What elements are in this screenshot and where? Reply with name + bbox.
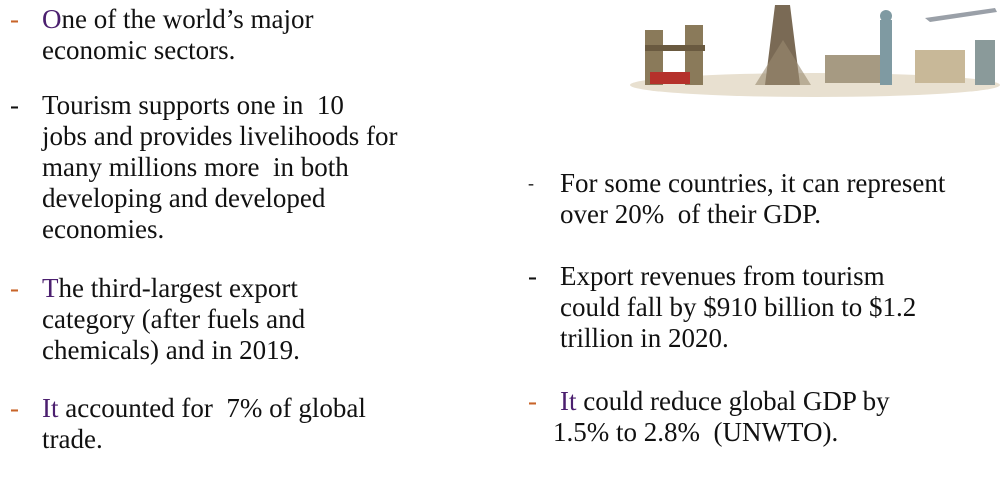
bullet-line: category (after fuels and <box>42 304 305 335</box>
bullet-line: economic sectors. <box>42 35 235 66</box>
bullet-marker: - <box>10 4 19 35</box>
bullet-lead: It <box>42 393 59 423</box>
bullet-text: he third-largest export <box>59 273 298 303</box>
bullet-text: 1.5% to 2.8% (UNWTO). <box>553 417 838 447</box>
bullet-line: The third-largest export <box>42 273 298 304</box>
bullet-line: Tourism supports one in 10 <box>42 90 344 121</box>
bullet-text: accounted for 7% of global <box>59 393 366 423</box>
bullet-line: trillion in 2020. <box>560 323 729 354</box>
bullet-text: jobs and provides livelihoods for <box>42 121 397 151</box>
bullet-line: For some countries, it can represent <box>560 168 945 199</box>
bullet-text: Tourism supports one in 10 <box>42 90 344 120</box>
bullet-line: jobs and provides livelihoods for <box>42 121 397 152</box>
bullet-text: trade. <box>42 424 103 454</box>
bullet-text: trillion in 2020. <box>560 323 729 353</box>
bullet-marker: - <box>10 90 19 121</box>
slide: -One of the world’s majoreconomic sector… <box>0 0 1006 497</box>
bullet-marker: - <box>10 393 19 424</box>
landmarks-image <box>625 0 1006 100</box>
bullet-line: 1.5% to 2.8% (UNWTO). <box>553 417 838 448</box>
bullet-text: Export revenues from tourism <box>560 261 885 291</box>
bullet-line: It accounted for 7% of global <box>42 393 366 424</box>
bullet-text: over 20% of their GDP. <box>560 199 821 229</box>
bullet-line: over 20% of their GDP. <box>560 199 821 230</box>
bullet-text: category (after fuels and <box>42 304 305 334</box>
bullet-text: For some countries, it can represent <box>560 168 945 198</box>
bullet-text: chemicals) and in 2019. <box>42 335 300 365</box>
bullet-line: economies. <box>42 214 164 245</box>
bullet-lead: It <box>560 386 577 416</box>
bullet-marker: - <box>528 261 537 292</box>
bullet-text: could fall by $910 billion to $1.2 <box>560 292 916 322</box>
bullet-text: economic sectors. <box>42 35 235 65</box>
bullet-line: Export revenues from tourism <box>560 261 885 292</box>
bullet-marker: - <box>528 168 534 199</box>
bullet-line: could fall by $910 billion to $1.2 <box>560 292 916 323</box>
bullet-line: many millions more in both <box>42 152 349 183</box>
bullet-line: chemicals) and in 2019. <box>42 335 300 366</box>
bullet-text: ne of the world’s major <box>62 4 314 34</box>
bullet-text: economies. <box>42 214 164 244</box>
bullet-text: many millions more in both <box>42 152 349 182</box>
bullet-marker: - <box>10 273 19 304</box>
bullet-lead: T <box>42 273 59 303</box>
bullet-text: could reduce global GDP by <box>577 386 890 416</box>
bullet-line: trade. <box>42 424 103 455</box>
bullet-line: One of the world’s major <box>42 4 313 35</box>
bullet-text: developing and developed <box>42 183 325 213</box>
bullet-marker: - <box>528 386 537 417</box>
bullet-lead: O <box>42 4 62 34</box>
bullet-line: developing and developed <box>42 183 325 214</box>
bullet-line: It could reduce global GDP by <box>560 386 890 417</box>
